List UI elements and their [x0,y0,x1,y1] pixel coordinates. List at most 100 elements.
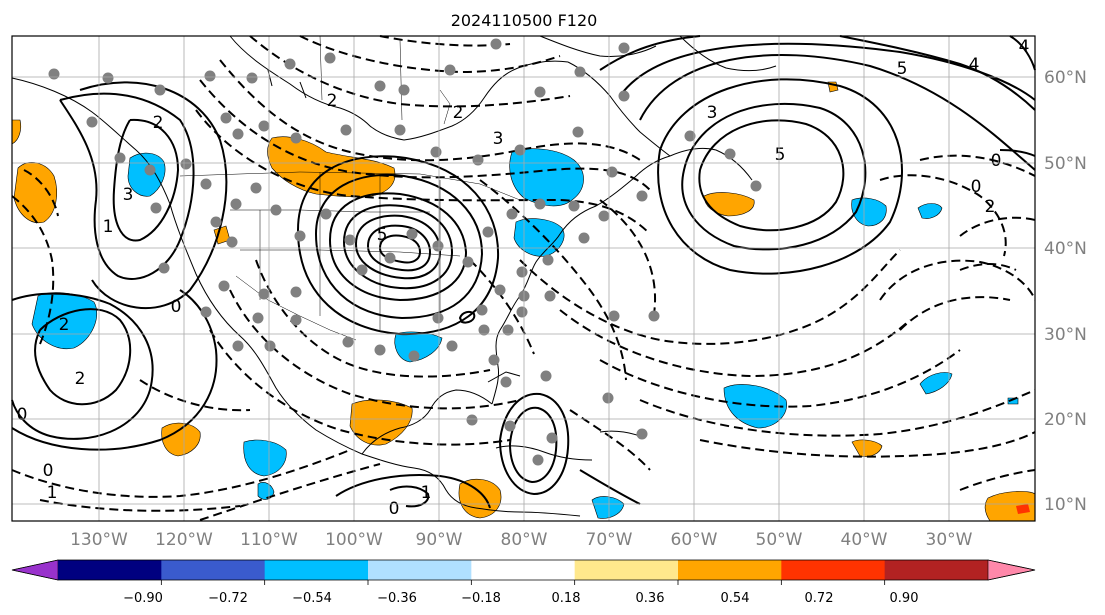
station-dot [516,266,528,278]
station-dot [432,240,444,252]
station-dot [462,256,474,268]
longitude-label: 130°W [70,530,128,550]
positive-contours [11,35,1036,509]
longitude-label: 120°W [155,530,213,550]
colorbar-segment [678,560,782,580]
station-dot [430,146,442,158]
station-dot [200,306,212,318]
colorbar-tick-label: −0.54 [292,591,332,606]
colorbar-tick-label: 0.72 [805,591,834,606]
station-dot [232,128,244,140]
contour-label: 0 [17,405,28,425]
longitude-label: 60°W [671,530,718,550]
station-dot [290,314,302,326]
station-dot [86,116,98,128]
contour-label: 0 [43,461,54,481]
contour-label: 5 [377,225,388,245]
station-dot [490,38,502,50]
colorbar-segment [471,560,576,580]
contour-label: 5 [897,59,908,79]
contour-label: 3 [493,129,504,149]
station-dot [494,284,506,296]
longitude-label: 110°W [240,530,298,550]
negative-anomaly-areas [31,148,1019,519]
contour-label: 4 [1019,37,1030,57]
station-dot [482,226,494,238]
station-dot [648,310,660,322]
contour-label: 1 [421,483,432,503]
negative-contours [11,35,1036,521]
station-dot [540,370,552,382]
station-dot [598,210,610,222]
colorbar-segment [58,560,162,580]
station-dot [534,198,546,210]
contour-label: 0 [971,177,982,197]
station-dot [270,204,282,216]
latitude-labels: 60°N 50°N 40°N 30°N 20°N 10°N [1044,68,1087,515]
station-dot [534,86,546,98]
colorbar-segment [368,560,472,580]
colorbar-tick-label: −0.18 [461,591,501,606]
station-dot [344,234,356,246]
station-dot [488,354,500,366]
station-dot [220,112,232,124]
station-dot [374,80,386,92]
station-markers [48,38,762,466]
longitude-label: 90°W [416,530,463,550]
station-dot [258,288,270,300]
contour-label: 3 [707,103,718,123]
contour-label: 0 [171,297,182,317]
colorbar-segment [574,560,679,580]
station-dot [154,84,166,96]
station-dot [374,344,386,356]
latitude-label: 50°N [1044,154,1087,174]
latitude-label: 40°N [1044,239,1087,259]
contour-label: 2 [453,103,464,123]
station-dot [290,132,302,144]
station-dot [602,392,614,404]
station-dot [258,120,270,132]
station-dot [636,190,648,202]
longitude-label: 80°W [501,530,548,550]
station-dot [384,252,396,264]
station-dot [180,158,192,170]
station-dot [210,216,222,228]
station-dot [218,280,230,292]
station-dot [466,414,478,426]
longitude-label: 70°W [586,530,633,550]
graticule [12,36,1035,521]
station-dot [252,312,264,324]
station-dot [432,312,444,324]
station-dot [158,262,170,274]
colorbar-tick-label: 0.90 [890,591,919,606]
contour-label: 3 [123,185,134,205]
station-dot [398,84,410,96]
station-dot [446,340,458,352]
longitude-label: 40°W [841,530,888,550]
contour-label: 2 [153,113,164,133]
station-dot [568,200,580,212]
colorbar-tick-label: −0.90 [123,591,163,606]
contour-label: 2 [985,197,996,217]
station-dot [200,178,212,190]
station-dot [478,324,490,336]
contour-label: 1 [103,217,114,237]
station-dot [340,124,352,136]
station-dot [150,202,162,214]
station-dot [114,152,126,164]
contour-label: 0 [991,151,1002,171]
map-panel: 4 5 5 3 3 2 2 2 0 0 0 1 0 0 1 1 0 2 5 2 … [11,35,1036,522]
latitude-label: 60°N [1044,68,1087,88]
contour-labels: 4 5 5 3 3 2 2 2 0 0 0 1 0 0 1 1 0 2 5 2 … [17,37,1030,519]
contour-label: 1 [47,483,58,503]
station-dot [230,198,242,210]
station-dot [444,64,456,76]
station-dot [516,306,528,318]
station-dot [618,42,630,54]
station-dot [684,130,696,142]
contour-label: 0 [389,499,400,519]
station-dot [226,236,238,248]
station-dot [532,454,544,466]
contour-label: 2 [327,91,338,111]
station-dot [102,72,114,84]
